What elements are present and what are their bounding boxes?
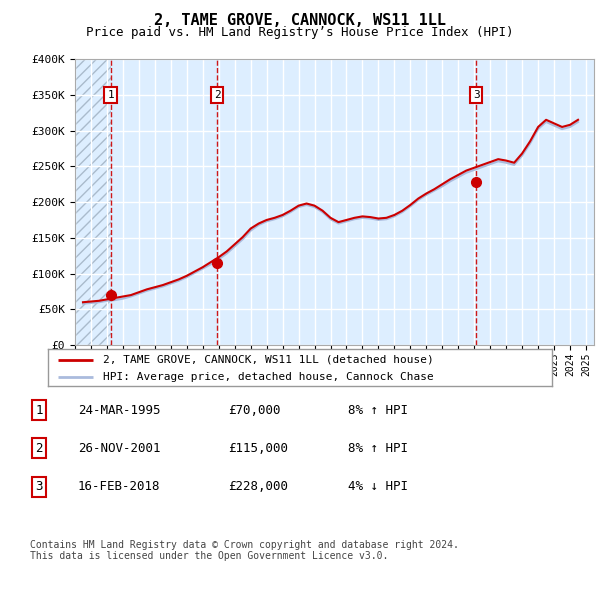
Bar bbox=[75, 59, 110, 345]
Text: 1: 1 bbox=[107, 90, 114, 100]
Text: 8% ↑ HPI: 8% ↑ HPI bbox=[348, 404, 408, 417]
Text: 2: 2 bbox=[35, 442, 43, 455]
Text: 4% ↓ HPI: 4% ↓ HPI bbox=[348, 480, 408, 493]
Text: 3: 3 bbox=[35, 480, 43, 493]
Text: £70,000: £70,000 bbox=[228, 404, 281, 417]
Text: 26-NOV-2001: 26-NOV-2001 bbox=[78, 442, 161, 455]
Text: 2: 2 bbox=[214, 90, 221, 100]
Text: 16-FEB-2018: 16-FEB-2018 bbox=[78, 480, 161, 493]
Text: 1: 1 bbox=[35, 404, 43, 417]
Text: 8% ↑ HPI: 8% ↑ HPI bbox=[348, 442, 408, 455]
Text: 2, TAME GROVE, CANNOCK, WS11 1LL (detached house): 2, TAME GROVE, CANNOCK, WS11 1LL (detach… bbox=[103, 355, 434, 365]
Text: Contains HM Land Registry data © Crown copyright and database right 2024.
This d: Contains HM Land Registry data © Crown c… bbox=[30, 540, 459, 562]
Text: HPI: Average price, detached house, Cannock Chase: HPI: Average price, detached house, Cann… bbox=[103, 372, 434, 382]
Text: 2, TAME GROVE, CANNOCK, WS11 1LL: 2, TAME GROVE, CANNOCK, WS11 1LL bbox=[154, 13, 446, 28]
Text: 24-MAR-1995: 24-MAR-1995 bbox=[78, 404, 161, 417]
Text: £228,000: £228,000 bbox=[228, 480, 288, 493]
Text: £115,000: £115,000 bbox=[228, 442, 288, 455]
Text: 3: 3 bbox=[473, 90, 479, 100]
Text: Price paid vs. HM Land Registry’s House Price Index (HPI): Price paid vs. HM Land Registry’s House … bbox=[86, 26, 514, 39]
